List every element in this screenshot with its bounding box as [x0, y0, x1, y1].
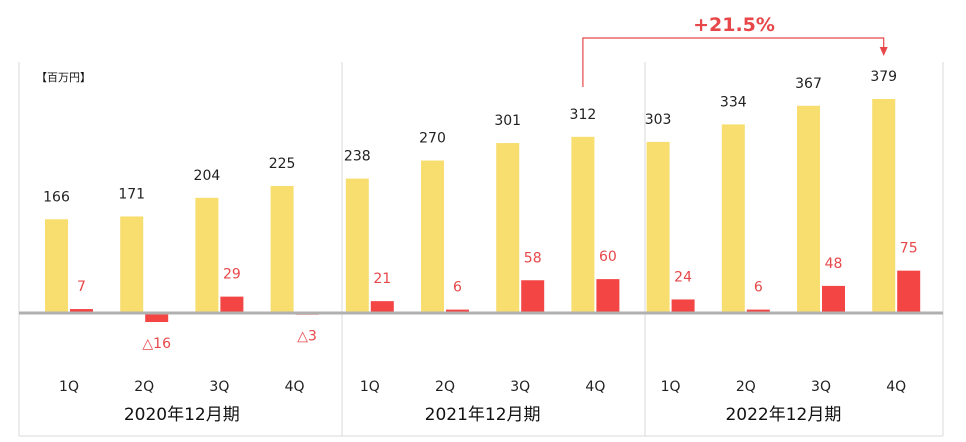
labels-group: 166 7 1Q 171 △16 2Q 204 29 3Q 225 △3 4Q 238 21 1Q 270 6 2… [43, 69, 917, 425]
profit-value-label: 6 [453, 280, 462, 296]
profit-bar [220, 296, 244, 313]
revenue-value-label: 303 [645, 112, 672, 128]
quarter-tick-label: 1Q [59, 379, 79, 395]
quarter-tick-label: 2Q [736, 379, 756, 395]
profit-bar [370, 301, 394, 313]
profit-value-label: 60 [599, 249, 617, 265]
profit-bar [746, 309, 770, 313]
fiscal-year-label: 2022年12月期 [725, 405, 841, 425]
revenue-value-label: 301 [494, 113, 521, 129]
revenue-value-label: 238 [344, 149, 371, 165]
revenue-bar [345, 178, 369, 313]
profit-value-label: △3 [297, 329, 317, 345]
profit-value-label: 21 [373, 271, 391, 287]
quarter-tick-label: 3Q [209, 379, 229, 395]
revenue-bar [270, 185, 294, 313]
revenue-bar [120, 216, 144, 313]
profit-value-label: 58 [524, 250, 542, 266]
profit-bar [70, 309, 93, 313]
profit-bar [596, 279, 620, 313]
fiscal-year-label: 2020年12月期 [124, 405, 240, 425]
quarter-tick-label: 4Q [585, 379, 605, 395]
quarter-tick-label: 1Q [661, 379, 681, 395]
revenue-bar [195, 197, 219, 313]
revenue-value-label: 334 [720, 94, 747, 110]
revenue-bar [45, 219, 68, 313]
revenue-bar [571, 136, 595, 313]
revenue-bar [421, 160, 444, 313]
profit-bar [521, 280, 545, 313]
growth-arrowhead [879, 47, 888, 56]
profit-bar [822, 285, 845, 313]
revenue-bar [496, 143, 520, 313]
revenue-value-label: 204 [194, 168, 221, 184]
revenue-value-label: 166 [43, 189, 70, 205]
period-dividers [18, 62, 944, 437]
profit-bar [446, 309, 469, 313]
profit-value-label: 24 [674, 269, 692, 285]
profit-bar [145, 313, 169, 323]
quarter-tick-label: 3Q [811, 379, 831, 395]
growth-arrow [582, 37, 885, 87]
profit-value-label: 75 [900, 241, 918, 257]
fiscal-year-label: 2021年12月期 [425, 405, 541, 425]
revenue-bar [872, 99, 896, 313]
revenue-bar [721, 124, 745, 314]
profit-value-label: 6 [754, 280, 763, 296]
quarter-tick-label: 4Q [285, 379, 305, 395]
profit-bar [671, 299, 695, 313]
profit-value-label: △16 [142, 336, 171, 352]
revenue-value-label: 225 [269, 156, 296, 172]
revenue-value-label: 379 [870, 69, 897, 85]
profit-value-label: 29 [223, 267, 241, 283]
revenue-value-label: 270 [419, 131, 446, 147]
quarter-tick-label: 1Q [360, 379, 380, 395]
quarter-tick-label: 4Q [886, 379, 906, 395]
profit-value-label: 7 [77, 279, 86, 295]
unit-label: 【百万円】 [36, 71, 91, 84]
revenue-bar [797, 105, 820, 313]
quarter-tick-label: 2Q [134, 379, 154, 395]
growth-label: +21.5% [693, 14, 775, 36]
revenue-value-label: 171 [118, 186, 145, 202]
quarter-tick-label: 2Q [435, 379, 455, 395]
bars-group [45, 99, 921, 323]
revenue-value-label: 312 [570, 107, 597, 123]
revenue-value-label: 367 [795, 76, 822, 92]
profit-value-label: 48 [825, 256, 843, 272]
profit-bar [897, 270, 921, 313]
quarter-tick-label: 3Q [510, 379, 530, 395]
revenue-bar [646, 141, 670, 313]
